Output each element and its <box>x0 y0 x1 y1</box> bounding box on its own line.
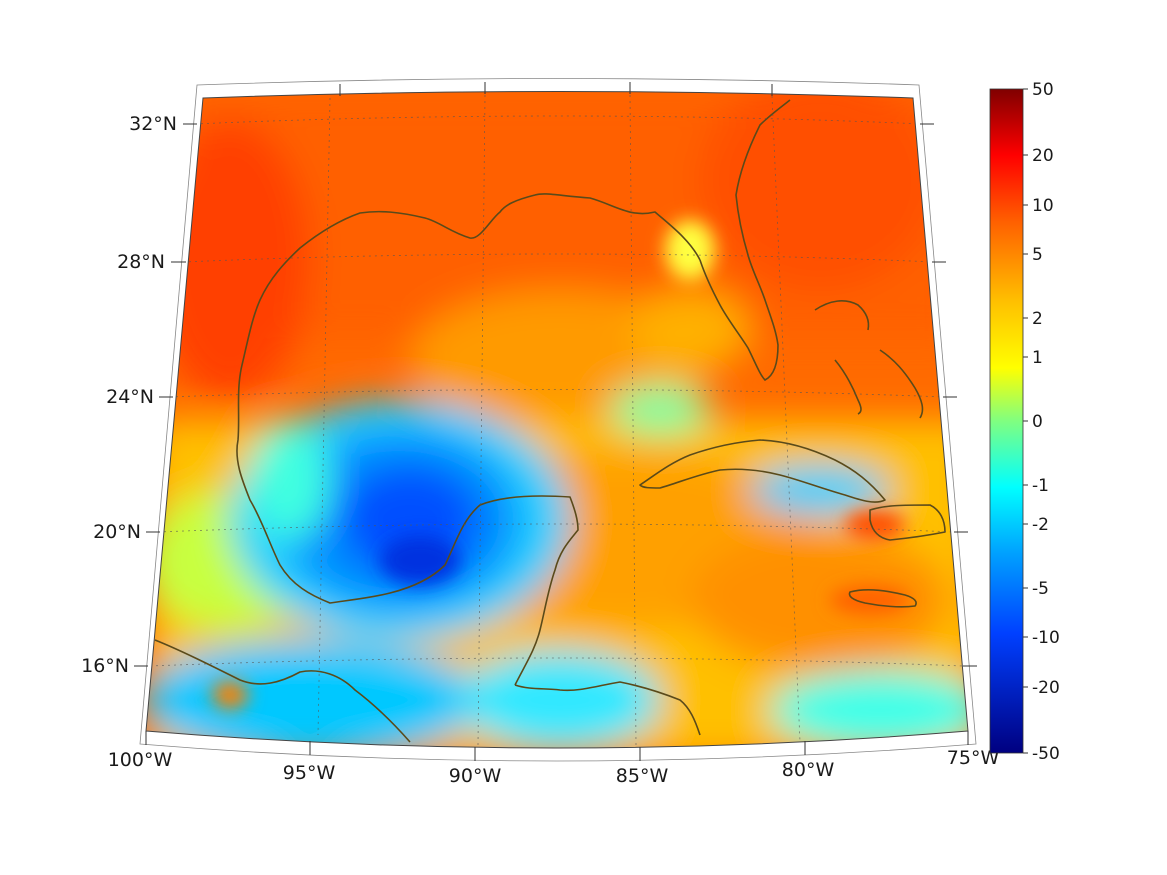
colorbar-tick-neg20: -20 <box>1032 678 1060 698</box>
colorbar-tick-neg10: -10 <box>1032 628 1060 648</box>
lon-label-100w: 100°W <box>108 749 173 771</box>
lat-label-32n: 32°N <box>129 113 177 135</box>
colorbar: 50 20 10 5 2 1 0 -1 -2 -5 -10 -20 -50 <box>989 80 1060 764</box>
lat-label-16n: 16°N <box>81 655 129 677</box>
lat-label-24n: 24°N <box>106 386 154 408</box>
lat-label-28n: 28°N <box>117 251 165 273</box>
lat-label-20n: 20°N <box>93 521 141 543</box>
longitude-labels: 100°W 95°W 90°W 85°W 80°W 75°W <box>108 747 1000 787</box>
lon-label-80w: 80°W <box>782 759 835 781</box>
lon-label-85w: 85°W <box>616 765 669 787</box>
lon-label-95w: 95°W <box>283 762 336 784</box>
colorbar-tick-20: 20 <box>1032 146 1054 166</box>
graticule <box>149 94 964 746</box>
colorbar-gradient <box>989 88 1024 754</box>
colorbar-tick-neg2: -2 <box>1032 515 1049 535</box>
latitude-labels: 32°N 28°N 24°N 20°N 16°N <box>81 113 177 677</box>
colorbar-tick-neg50: -50 <box>1032 744 1060 764</box>
colorbar-tick-neg1: -1 <box>1032 476 1049 496</box>
colorbar-tick-neg5: -5 <box>1032 579 1049 599</box>
colorbar-tick-1: 1 <box>1032 348 1043 368</box>
data-field <box>146 91 968 748</box>
colorbar-tick-50: 50 <box>1032 80 1054 100</box>
lon-label-90w: 90°W <box>449 765 502 787</box>
colorbar-tick-10: 10 <box>1032 196 1054 216</box>
frame-ticks <box>134 82 977 761</box>
coastlines <box>154 99 946 743</box>
colorbar-tick-2: 2 <box>1032 309 1043 329</box>
map-frame <box>139 78 977 762</box>
lon-label-75w: 75°W <box>947 747 1000 769</box>
colorbar-tick-5: 5 <box>1032 245 1043 265</box>
colorbar-tick-0: 0 <box>1032 412 1043 432</box>
